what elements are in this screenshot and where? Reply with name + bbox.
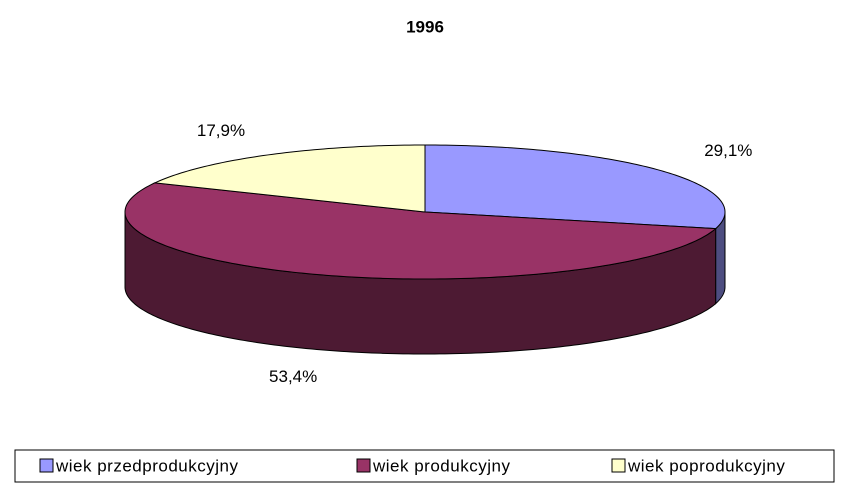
slice	[153, 144, 426, 213]
chart-title: 1996	[406, 17, 444, 36]
legend-box	[14, 449, 835, 483]
data-label: 29,1%	[704, 141, 752, 160]
legend-swatch	[39, 458, 54, 473]
data-label: 17,9%	[197, 121, 245, 140]
legend-swatch	[356, 458, 371, 473]
slice	[424, 144, 726, 230]
legend-label: wiek poprodukcyjny	[627, 456, 785, 475]
legend-swatch	[611, 458, 626, 473]
legend-label: wiek przedprodukcyjny	[55, 456, 238, 475]
data-label: 53,4%	[269, 367, 317, 386]
legend-label: wiek produkcyjny	[372, 456, 510, 475]
slice	[124, 182, 717, 280]
